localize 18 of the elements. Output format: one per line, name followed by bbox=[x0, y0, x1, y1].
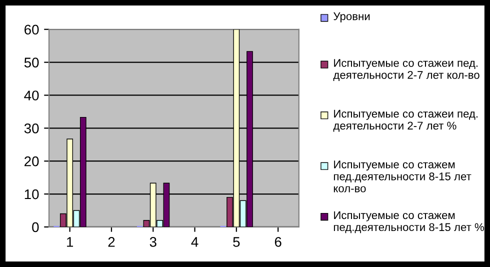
x-tick-label: 4 bbox=[191, 237, 198, 247]
legend-label: Испытуемые со стажем пед.деятельности 8-15 лет % bbox=[334, 211, 484, 234]
y-tick-label: 50 bbox=[24, 58, 39, 68]
x-tick-label: 1 bbox=[67, 237, 74, 247]
x-tick-label: 2 bbox=[108, 237, 115, 247]
y-tick-label: 10 bbox=[24, 189, 39, 200]
x-tick-label: 5 bbox=[233, 237, 240, 247]
legend-label: Испытуемые со стажеи пед. деятельности 2-7 лет % bbox=[333, 110, 478, 132]
y-tick-label: 20 bbox=[24, 156, 39, 166]
y-tick-label: 40 bbox=[24, 90, 39, 100]
y-tick-label: 30 bbox=[24, 123, 39, 134]
x-tick-label: 3 bbox=[150, 237, 156, 247]
legend-label: Испытуемые со стажеи пед. деятельности 2-7 лет кол-во bbox=[333, 59, 480, 81]
legend-label: Испытуемые со стажем пед.деятельности 8-15 лет кол-во bbox=[334, 160, 472, 192]
legend-label: Уровни bbox=[334, 12, 370, 22]
x-tick-label: 6 bbox=[274, 237, 282, 247]
y-tick-label: 0 bbox=[32, 222, 39, 232]
y-tick-label: 60 bbox=[24, 24, 39, 35]
